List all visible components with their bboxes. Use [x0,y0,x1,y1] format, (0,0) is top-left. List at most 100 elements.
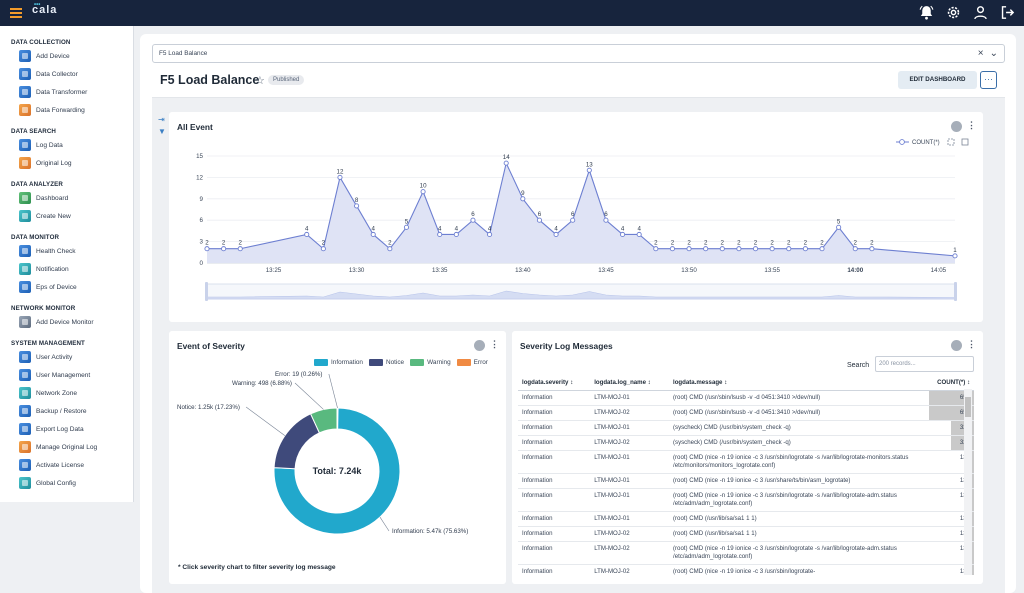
clear-icon[interactable]: × [977,48,984,59]
kebab-menu-icon[interactable]: ⋮ [967,120,976,130]
message-cell: (root) CMD (nice -n 19 ionice -c 3 /usr/… [669,488,929,512]
sidebar-item-dashboard[interactable]: Dashboard [0,189,133,207]
column-header[interactable]: logdata.log_name ↕ [590,375,669,391]
user-icon[interactable] [972,4,989,21]
data-point [869,246,875,252]
sidebar-item-eps-of-device[interactable]: Eps of Device [0,278,133,296]
data-point [703,246,709,252]
gear-icon[interactable] [945,4,962,21]
filter-icon[interactable] [951,121,962,132]
star-icon[interactable]: ☆ [255,75,265,87]
table-row[interactable]: Information LTM-MOJ-02 (root) CMD (nice -n… [518,564,974,575]
legend-swatch [456,359,471,366]
sidebar-item-add-device-monitor[interactable]: Add Device Monitor [0,313,133,331]
sidebar-item-data-transformer[interactable]: Data Transformer [0,83,133,101]
kebab-menu-icon[interactable]: ⋮ [967,339,976,349]
collapse-icon[interactable]: ⇥ [158,115,165,124]
sidebar-item-backup-restore[interactable]: Backup / Restore [0,402,133,420]
table-row[interactable]: Information LTM-MOJ-02 (root) CMD (nice -n… [518,541,974,565]
sidebar-item-user-activity[interactable]: User Activity [0,348,133,366]
table-row[interactable]: Information LTM-MOJ-02 (root) CMD (/usr/li… [518,526,974,542]
log-messages-title: Severity Log Messages [520,341,613,351]
hamburger-icon[interactable] [10,8,22,18]
legend-swatch [410,359,425,366]
sidebar-item-network-zone[interactable]: Network Zone [0,384,133,402]
slice-warning[interactable] [309,407,338,434]
filter-icon[interactable] [474,340,485,351]
data-point [620,231,626,238]
sidebar-item-notification[interactable]: Notification [0,260,133,278]
logout-icon[interactable] [999,4,1016,21]
slice-notice[interactable] [273,413,321,470]
bell-icon[interactable] [918,4,935,21]
more-button[interactable]: ··· [980,71,997,89]
count-cell: 653 [929,390,974,406]
sidebar-item-activate-license[interactable]: Activate License [0,456,133,474]
sidebar-item-label: Original Log [36,159,72,167]
table-scrollbar[interactable] [964,389,972,575]
sidebar-item-export-log-data[interactable]: Export Log Data [0,420,133,438]
y-tick-label: 6 [200,217,204,224]
data-point [487,231,493,238]
severity-donut-chart[interactable]: Information: 5.47k (75.63%) Notice: 1.25k… [169,369,506,584]
table-row[interactable]: Information LTM-MOJ-01 (root) CMD (nice -n… [518,488,974,512]
dashboard-select[interactable]: F5 Load Balance × ⌄ [152,44,1005,63]
y-tick-label: 15 [196,153,203,160]
severity-cell: Information [518,405,591,421]
sidebar-item-health-check[interactable]: Health Check [0,242,133,260]
sidebar-item-label: Add Device Monitor [36,318,94,326]
data-label: 2 [687,240,691,247]
legend-item-warning[interactable]: Warning [410,359,451,366]
data-label: 10 [420,183,427,190]
table-row[interactable]: Information LTM-MOJ-01 (root) CMD (nice -n… [518,450,974,474]
app-logo[interactable]: ••• cala [32,2,58,16]
original-log-icon [19,157,31,169]
column-header[interactable]: COUNT(*) ↕ [929,375,974,391]
severity-cell: Information [518,541,591,565]
search-input[interactable]: 200 records... [875,356,974,372]
scrollbar-thumb[interactable] [965,397,971,417]
column-header[interactable]: logdata.severity ↕ [518,375,591,391]
table-row[interactable]: Information LTM-MOJ-01 (root) CMD (/usr/li… [518,511,974,527]
side-tools: ⇥ ▼ [158,114,166,138]
sidebar-item-log-data[interactable]: Log Data [0,136,133,154]
severity-cell: Information [518,511,591,527]
table-row[interactable]: Information LTM-MOJ-02 (root) CMD (/usr/sb… [518,405,974,421]
sidebar-item-data-forwarding[interactable]: Data Forwarding [0,101,133,119]
manage-original-log-icon [19,441,31,453]
sidebar-item-manage-original-log[interactable]: Manage Original Log [0,438,133,456]
edit-dashboard-button[interactable]: EDIT DASHBOARD [898,71,977,89]
x-tick-label: 14:05 [931,267,947,274]
filter-panel-icon[interactable]: ▼ [158,127,166,136]
chevron-down-icon[interactable]: ⌄ [989,48,998,59]
page-title: F5 Load Balance [160,73,260,87]
data-point [553,231,559,238]
sidebar: DATA COLLECTION Add Device Data Collector D… [0,26,134,502]
sidebar-item-add-device[interactable]: Add Device [0,47,133,65]
data-point [836,224,842,230]
column-header[interactable]: logdata.message ↕ [669,375,929,391]
sidebar-item-global-config[interactable]: Global Config [0,474,133,492]
table-row[interactable]: Information LTM-MOJ-01 (root) CMD (nice -n… [518,473,974,489]
data-point [354,203,360,209]
sidebar-item-original-log[interactable]: Original Log [0,154,133,172]
sidebar-item-create-new[interactable]: Create New [0,207,133,225]
sidebar-item-label: User Management [36,371,91,379]
zoom-slider-preview [206,290,956,300]
legend-swatch [314,359,328,366]
kebab-menu-icon[interactable]: ⋮ [490,339,499,349]
sidebar-item-data-collector[interactable]: Data Collector [0,65,133,83]
filter-icon[interactable] [951,340,962,351]
severity-cell: Information [518,450,591,474]
sidebar-item-user-management[interactable]: User Management [0,366,133,384]
legend-item-error[interactable]: Error [456,359,488,366]
table-row[interactable]: Information LTM-MOJ-02 (syscheck) CMD (/us… [518,435,974,451]
legend-item-information[interactable]: Information [314,359,363,366]
slice-information[interactable] [273,407,401,535]
table-row[interactable]: Information LTM-MOJ-01 (syscheck) CMD (/us… [518,420,974,436]
legend-item-notice[interactable]: Notice [368,359,404,366]
data-point [952,253,958,259]
count-bar [929,391,974,405]
table-row[interactable]: Information LTM-MOJ-01 (root) CMD (/usr/sb… [518,390,974,406]
